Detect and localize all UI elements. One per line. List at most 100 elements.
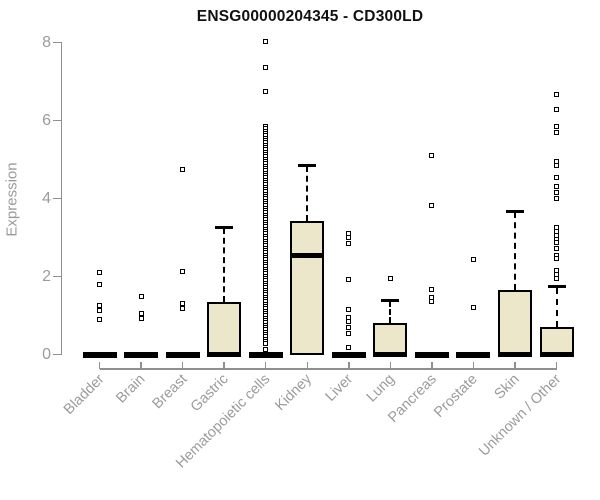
outlier-point	[554, 107, 560, 113]
y-tick-label: 0	[42, 345, 51, 363]
outlier-point	[470, 256, 476, 262]
outlier-point	[180, 269, 186, 275]
outlier-point	[346, 277, 352, 283]
outlier-point	[554, 162, 560, 168]
box	[207, 301, 242, 356]
whisker-cap	[506, 210, 524, 213]
box-flat	[82, 351, 117, 358]
x-category-label: Skin	[491, 371, 523, 403]
whisker-line	[389, 301, 392, 324]
outlier-point	[97, 270, 102, 276]
box-flat	[124, 351, 159, 358]
outlier-point	[180, 301, 186, 307]
x-axis-tick	[306, 361, 308, 369]
x-axis-tick	[181, 361, 184, 369]
outlier-point	[554, 91, 560, 97]
box-flat	[331, 351, 366, 358]
outlier-point	[554, 190, 560, 196]
x-axis-tick	[348, 361, 350, 369]
whisker-line	[555, 287, 558, 327]
outlier-point	[554, 129, 560, 135]
outlier-point	[429, 203, 435, 209]
y-tick-label: 2	[42, 267, 51, 285]
y-axis-title: Expression	[3, 162, 21, 237]
x-axis-line	[99, 368, 557, 370]
outlier-point	[470, 305, 476, 311]
outlier-point	[97, 282, 102, 288]
box	[373, 323, 408, 356]
outlier-point	[387, 275, 393, 281]
outlier-point	[346, 344, 352, 350]
outlier-point	[346, 324, 352, 330]
y-tick-label: 6	[42, 111, 51, 129]
outlier-point	[263, 38, 269, 44]
outlier-point	[138, 316, 144, 322]
chart-title: ENSG00000204345 - CD300LD	[196, 8, 424, 25]
y-axis-tick	[52, 41, 61, 44]
x-axis-tick	[264, 361, 267, 369]
whisker-line	[514, 212, 516, 290]
outlier-point	[346, 330, 352, 336]
outlier-point	[554, 245, 560, 251]
outlier-point	[346, 240, 352, 246]
x-axis-tick	[389, 361, 392, 369]
box	[498, 289, 532, 356]
median-line	[290, 252, 325, 258]
median-line	[498, 352, 532, 357]
outlier-point	[554, 174, 560, 180]
box-flat	[165, 351, 200, 358]
y-axis-tick	[52, 275, 61, 278]
outlier-point	[180, 305, 186, 311]
outlier-point	[554, 184, 560, 190]
median-line	[207, 352, 242, 357]
median-line	[373, 352, 408, 357]
outlier-point	[429, 153, 435, 159]
box	[539, 326, 574, 356]
x-axis-tick	[98, 361, 101, 369]
outlier-point	[97, 316, 102, 322]
whisker-line	[306, 166, 309, 221]
x-category-label: Prostate	[431, 371, 482, 421]
box-flat	[414, 351, 449, 358]
whisker-cap	[215, 226, 234, 229]
median-line	[539, 352, 574, 357]
x-axis-tick	[431, 361, 433, 369]
x-axis-tick	[140, 361, 142, 369]
outlier-point	[346, 318, 352, 324]
outlier-point	[138, 311, 144, 317]
outlier-point	[554, 240, 560, 246]
x-axis-tick	[223, 361, 225, 369]
outlier-point	[554, 256, 560, 262]
y-axis-tick	[52, 119, 61, 122]
outlier-point	[346, 235, 352, 240]
outlier-point	[429, 286, 435, 292]
outlier-point	[554, 196, 560, 201]
x-axis-tick	[472, 361, 475, 369]
box-flat	[456, 351, 491, 358]
x-category-label: Liver	[322, 371, 357, 405]
x-category-label: Lung	[363, 371, 398, 406]
outlier-point	[180, 167, 186, 173]
y-axis-tick	[52, 353, 61, 356]
outlier-point	[429, 299, 435, 305]
x-category-label: Bladder	[60, 371, 108, 418]
x-category-label: Brain	[113, 371, 149, 407]
outlier-point	[554, 275, 560, 281]
whisker-cap	[547, 285, 566, 288]
y-tick-label: 8	[42, 33, 51, 51]
outlier-point	[97, 308, 102, 314]
box	[290, 220, 325, 356]
outlier-point	[263, 65, 269, 71]
outlier-point	[138, 293, 144, 299]
whisker-cap	[298, 164, 317, 167]
whisker-cap	[381, 299, 400, 302]
y-axis-tick	[52, 197, 61, 200]
outlier-point	[263, 346, 269, 352]
outlier-point	[346, 307, 352, 313]
outlier-point	[97, 303, 102, 309]
y-axis-line	[60, 41, 63, 356]
outlier-point	[263, 341, 269, 347]
whisker-line	[223, 228, 226, 302]
box-flat	[248, 351, 283, 358]
